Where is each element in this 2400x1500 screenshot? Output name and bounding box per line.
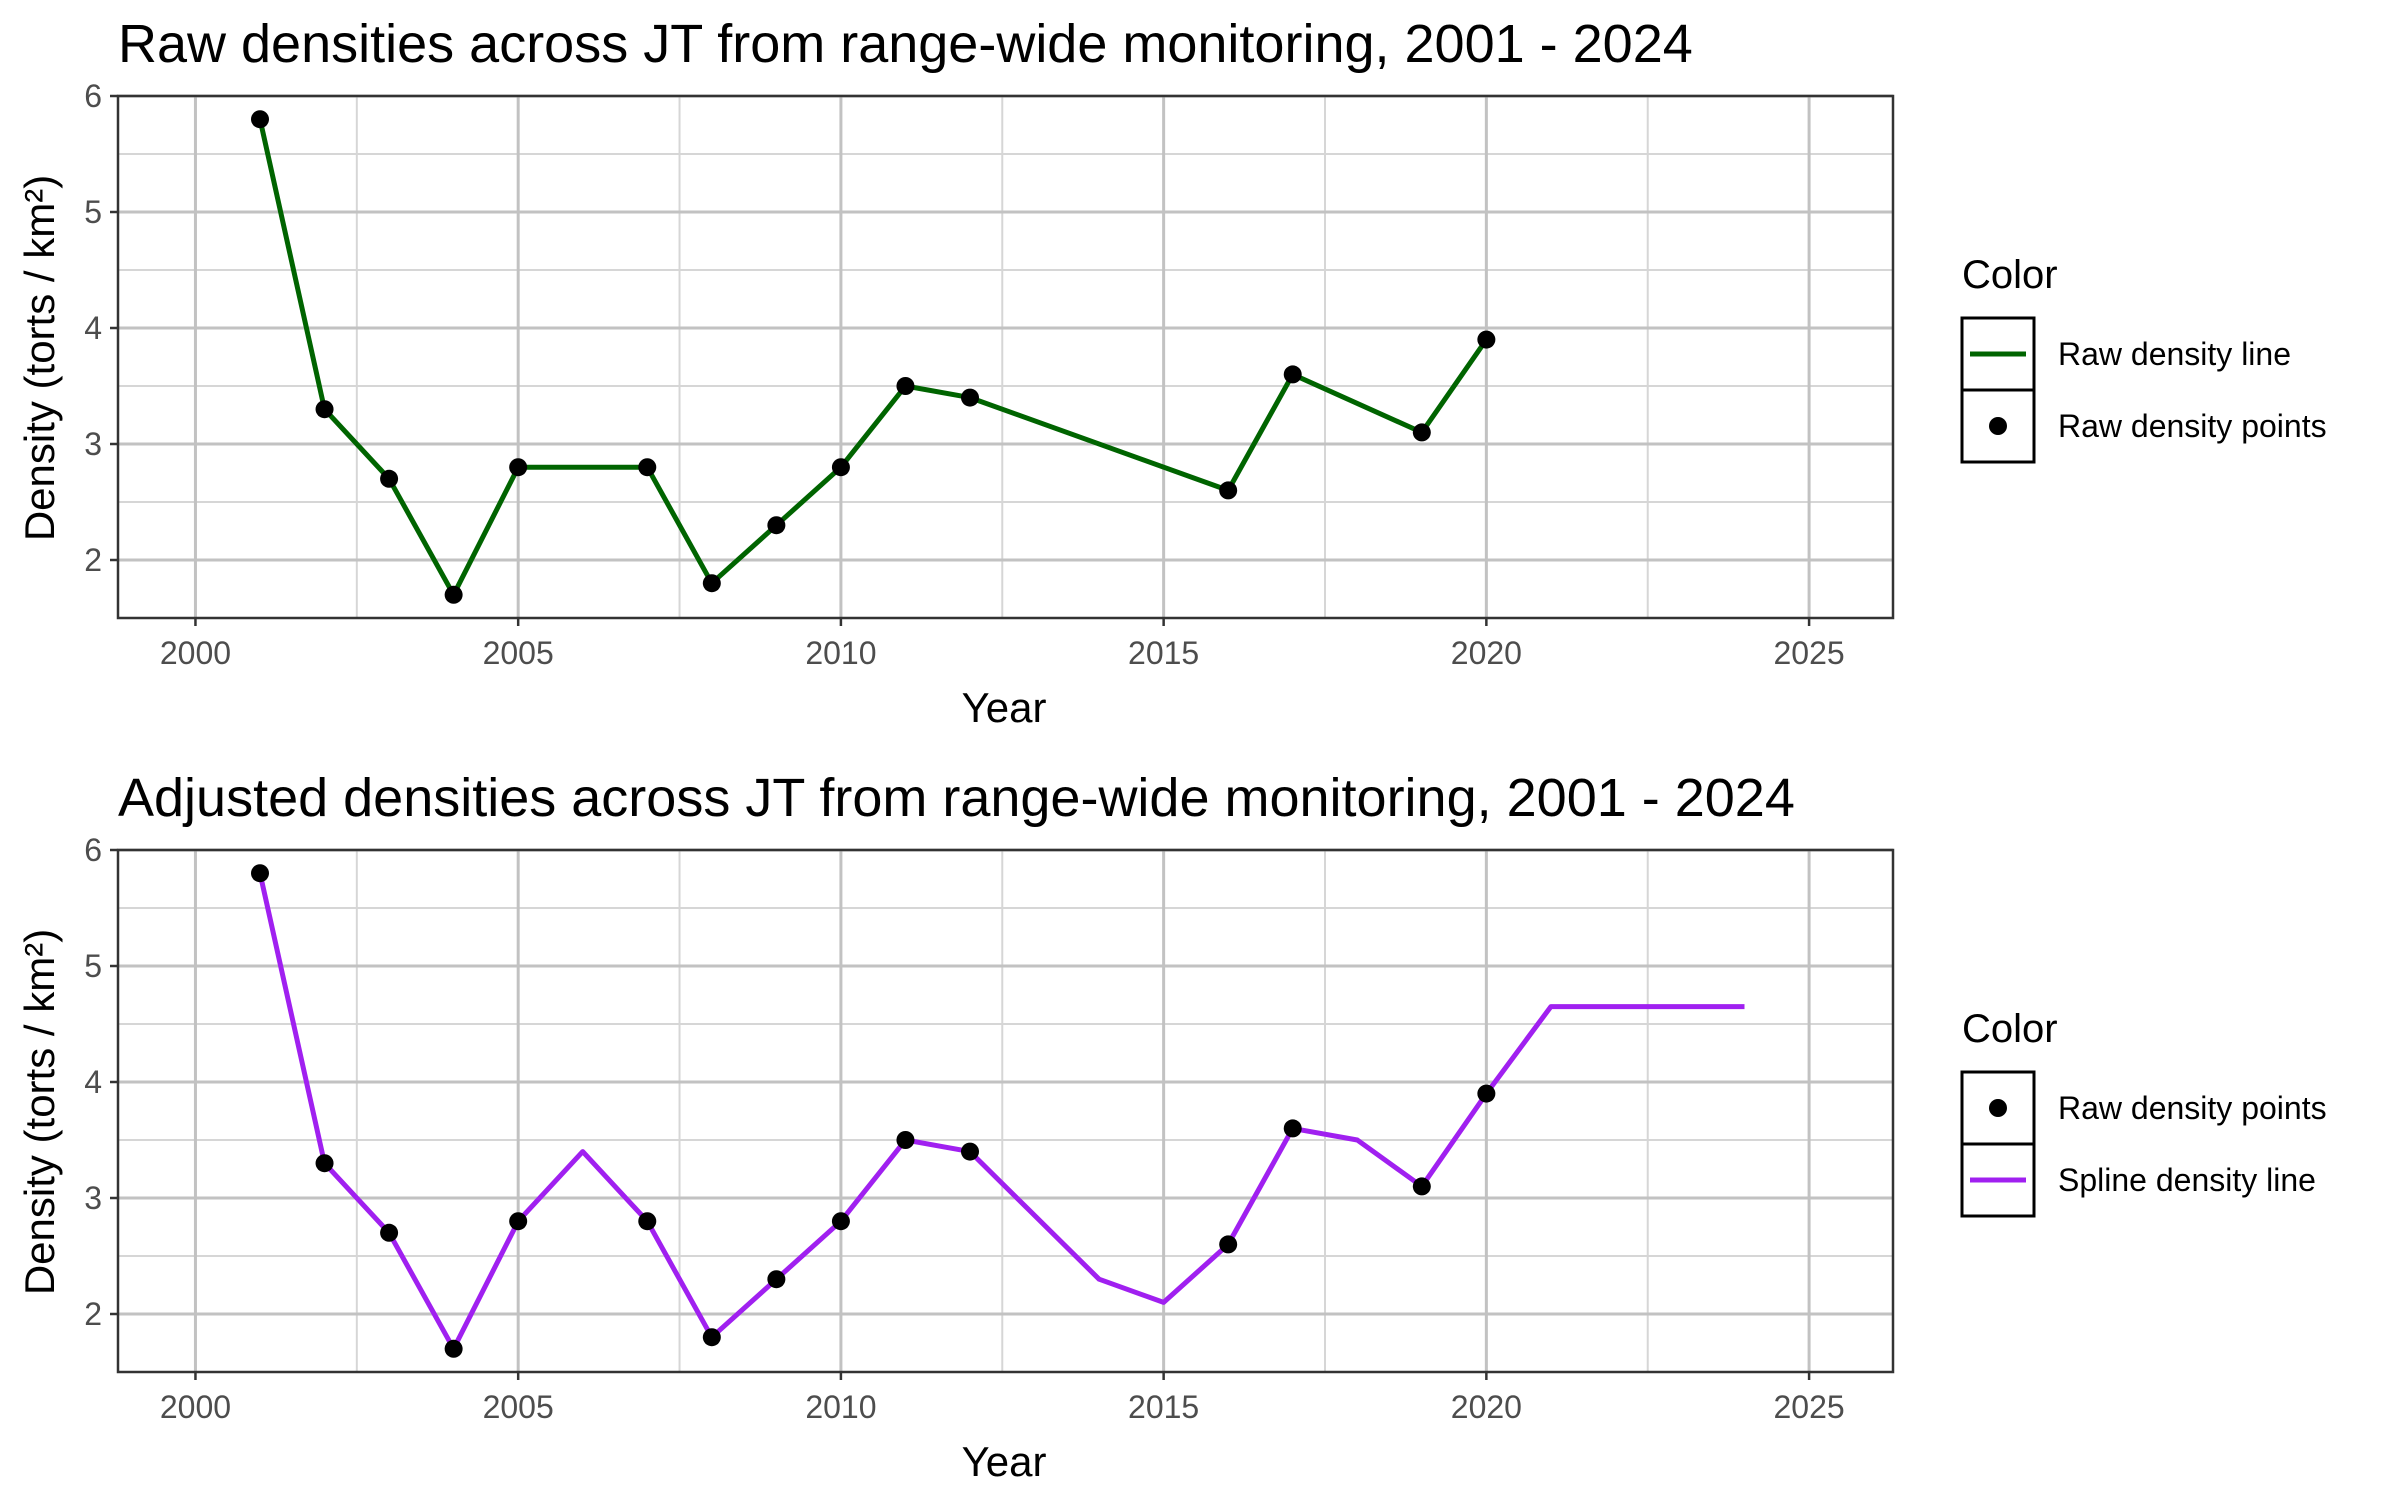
data-point [1412, 1177, 1431, 1196]
x-tick-label: 2015 [1128, 635, 1199, 671]
data-point [509, 458, 528, 477]
data-point [315, 1154, 334, 1173]
legend-title: Color [1962, 1007, 2058, 1051]
data-point [896, 1131, 915, 1149]
x-tick-label: 2020 [1451, 1389, 1522, 1425]
data-point [638, 458, 657, 477]
plot-background [118, 850, 1893, 1372]
data-point [380, 469, 399, 488]
y-tick-label: 6 [84, 78, 102, 114]
data-point [961, 388, 979, 407]
x-tick-label: 2015 [1128, 1389, 1199, 1425]
legend: Color Raw density points Spline density l… [1960, 1007, 2327, 1218]
data-point [1477, 330, 1496, 349]
y-tick-label: 5 [84, 194, 102, 230]
legend-label: Raw density points [2058, 1090, 2327, 1126]
y-axis-title: Density (torts / km²) [16, 175, 63, 541]
data-point [767, 516, 786, 535]
plot-border [116, 94, 1895, 620]
x-tick-label: 2025 [1773, 635, 1844, 671]
plot-border [116, 848, 1895, 1374]
legend-label: Raw density points [2058, 408, 2327, 444]
data-point [767, 1270, 786, 1289]
y-tick-label: 2 [84, 542, 102, 578]
x-tick-label: 2005 [483, 635, 554, 671]
y-axis-title: Density (torts / km²) [16, 929, 63, 1295]
x-tick-label: 2025 [1773, 1389, 1844, 1425]
data-point [1412, 423, 1431, 442]
data-point [831, 1212, 850, 1231]
plot-background [118, 96, 1893, 618]
legend-title: Color [1962, 253, 2058, 297]
x-tick-label: 2010 [805, 635, 876, 671]
data-point [1283, 365, 1302, 384]
data-point [1219, 1235, 1238, 1254]
data-point [961, 1142, 979, 1161]
y-tick-label: 4 [84, 310, 102, 346]
legend-point-swatch [1989, 1099, 2007, 1117]
x-tick-label: 2010 [805, 1389, 876, 1425]
x-axis-title: Year [962, 684, 1047, 731]
data-point [444, 1339, 463, 1358]
data-point [638, 1212, 657, 1231]
data-point [251, 864, 269, 883]
data-point [315, 400, 334, 419]
data-point [896, 377, 915, 395]
legend-label: Raw density line [2058, 336, 2291, 372]
y-tick-label: 3 [84, 426, 102, 462]
data-point [702, 574, 721, 593]
data-point [509, 1212, 528, 1231]
x-tick-label: 2000 [160, 1389, 231, 1425]
x-tick-label: 2000 [160, 635, 231, 671]
chart-panel-raw: Raw densities across JT from range-wide … [16, 14, 2327, 731]
chart-title: Adjusted densities across JT from range-… [118, 768, 1795, 828]
data-point [1283, 1119, 1302, 1138]
data-point [444, 585, 463, 604]
y-tick-label: 4 [84, 1064, 102, 1100]
y-tick-label: 6 [84, 832, 102, 868]
legend-key [1960, 316, 2036, 392]
data-point [831, 458, 850, 477]
chart-title: Raw densities across JT from range-wide … [118, 14, 1693, 74]
chart-panel-adjusted: Adjusted densities across JT from range-… [16, 768, 2327, 1485]
data-point [702, 1328, 721, 1347]
legend-label: Spline density line [2058, 1162, 2316, 1198]
data-point [380, 1223, 399, 1242]
legend: Color Raw density line Raw density points [1960, 253, 2327, 464]
legend-key [1960, 388, 2036, 464]
series-line [257, 872, 1745, 1352]
data-point [1477, 1084, 1496, 1103]
x-axis-title: Year [962, 1438, 1047, 1485]
x-tick-label: 2020 [1451, 635, 1522, 671]
x-tick-label: 2005 [483, 1389, 554, 1425]
y-tick-label: 5 [84, 948, 102, 984]
legend-point-swatch [1989, 417, 2007, 435]
data-point [1219, 481, 1238, 500]
data-point [251, 110, 269, 129]
y-tick-label: 3 [84, 1180, 102, 1216]
legend-key [1960, 1142, 2036, 1218]
y-tick-label: 2 [84, 1296, 102, 1332]
legend-key [1960, 1070, 2036, 1146]
